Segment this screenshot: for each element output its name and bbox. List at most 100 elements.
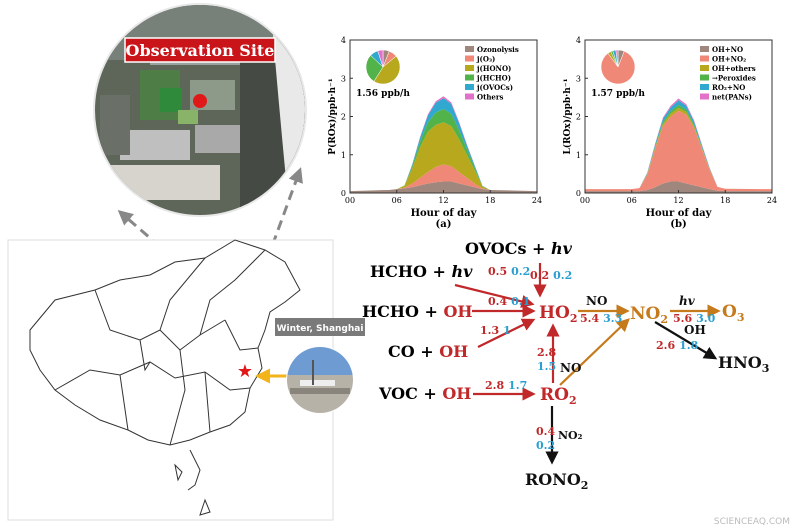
species-ho2: HO2 (539, 303, 578, 325)
legend-swatch (465, 84, 474, 90)
legend-swatch (700, 84, 709, 90)
y-tick-label: 1 (576, 151, 581, 160)
label-oh: OH (684, 323, 706, 337)
panel-caption: (a) (436, 219, 452, 230)
legend-swatch (700, 74, 709, 81)
species-ro2: RO2 (540, 385, 577, 407)
x-tick-label: 12 (673, 196, 683, 205)
pie-label: 1.57 ppb/h (591, 89, 645, 99)
x-tick-label: 12 (438, 196, 448, 205)
y-tick-label: 4 (576, 36, 581, 45)
legend-swatch (465, 93, 474, 100)
label-no-2: NO (560, 361, 581, 375)
legend-swatch (465, 65, 474, 71)
pie-slice (373, 55, 401, 85)
reaction-scheme: HCHO + hv OVOCs + hv HCHO + OH CO + OH V… (362, 239, 769, 492)
y-tick-label: 3 (576, 74, 581, 83)
arrow-co-oh (477, 318, 536, 348)
legend-swatch (465, 74, 474, 81)
legend-label: j(O₃) (476, 55, 495, 64)
species-ovocs-hv: OVOCs + hv (465, 239, 573, 258)
x-axis-label: Hour of day (646, 208, 713, 219)
y-axis-label: L(ROx)/ppb·h⁻¹ (562, 78, 573, 154)
panel-caption: (b) (670, 219, 686, 230)
rate-ro2-ho2-blue: 1.5 (537, 360, 556, 373)
rate-ro2-rono2-blue: 0.2 (536, 439, 555, 452)
rate-voc-ro2: 2.8 1.7 (485, 379, 527, 392)
arrow-ro2-no2 (559, 318, 630, 386)
china-map (7, 239, 334, 521)
x-tick-label: 18 (720, 196, 730, 205)
pie-slice (377, 49, 384, 68)
species-no2: NO2 (630, 304, 668, 326)
leader-line-right (243, 167, 303, 321)
legend-label: →Peroxides (712, 74, 756, 83)
legend-label: j(HCHO) (476, 74, 511, 83)
x-tick-label: 24 (532, 196, 542, 205)
x-tick-label: 06 (627, 196, 637, 205)
y-tick-label: 4 (341, 36, 346, 45)
legend-swatch (700, 65, 709, 71)
legend-label: Others (477, 93, 504, 102)
rate-no2-o3: 5.6 3.0 (673, 312, 716, 325)
rate-no2-hno3: 2.6 1.8 (656, 339, 699, 352)
legend-label: OH+others (712, 64, 756, 73)
legend-label: RO₂+NO (712, 83, 745, 92)
area-1 (585, 181, 772, 193)
site-title-box (124, 37, 276, 63)
x-tick-label: 24 (767, 196, 777, 205)
photo-caption: Winter, Shanghai (277, 324, 364, 334)
legend-label: net(PANs) (712, 93, 752, 102)
x-tick-label: 06 (392, 196, 402, 205)
area-2 (350, 164, 537, 192)
label-no-1: NO (586, 294, 607, 308)
y-tick-label: 2 (576, 113, 581, 122)
rate-co-oh: 1.3 1 (480, 324, 511, 337)
rate-ovocs: 0.2 0.2 (530, 269, 572, 282)
rate-ro2-rono2-red: 0.4 (536, 425, 555, 438)
legend-label: j(OVOCs) (476, 83, 513, 92)
y-tick-label: 1 (341, 151, 346, 160)
site-title: Observation Site (126, 41, 275, 60)
shanghai-star-icon: ★ (237, 361, 253, 382)
area-3 (350, 122, 537, 192)
species-o3: O3 (722, 302, 744, 324)
y-tick-label: 2 (341, 113, 346, 122)
x-tick-label: 00 (345, 196, 355, 205)
species-hcho-oh: HCHO + OH (362, 302, 473, 321)
species-voc-oh: VOC + OH (378, 384, 471, 403)
x-tick-label: 00 (580, 196, 590, 205)
legend-swatch (700, 93, 709, 100)
arrow-hcho-hv (454, 283, 535, 308)
site-marker (193, 94, 207, 108)
y-tick-label: 0 (341, 189, 346, 198)
legend-label: j(HONO) (476, 64, 511, 73)
rate-hcho-hv: 0.5 0.2 (488, 265, 530, 278)
pie-slice (615, 49, 619, 68)
species-hcho-hv: HCHO + hv (370, 262, 473, 281)
species-rono2: RONO2 (525, 470, 588, 492)
legend-label: Ozonolysis (477, 45, 519, 54)
area-2 (585, 110, 772, 192)
label-no2: NO₂ (558, 429, 583, 442)
satellite-map: Observation Site (93, 3, 307, 217)
pie-slice (365, 55, 384, 82)
rate-ro2-ho2-red: 2.8 (537, 346, 556, 359)
species-co-oh: CO + OH (388, 342, 468, 361)
legend-label: OH+NO₂ (712, 55, 746, 64)
rate-hcho-oh: 0.4 0.1 (488, 295, 530, 308)
y-axis-label: P(ROx)/ppb·h⁻¹ (327, 78, 338, 155)
x-axis-label: Hour of day (411, 208, 478, 219)
arrow-no2-hno3 (654, 321, 718, 360)
legend-label: OH+NO (712, 45, 743, 54)
legend-swatch (700, 55, 709, 62)
legend-swatch (465, 55, 474, 62)
y-tick-label: 0 (576, 189, 581, 198)
y-tick-label: 3 (341, 74, 346, 83)
pie-slice (600, 50, 636, 85)
species-hno3: HNO3 (718, 353, 769, 375)
label-hv: hv (679, 294, 696, 308)
